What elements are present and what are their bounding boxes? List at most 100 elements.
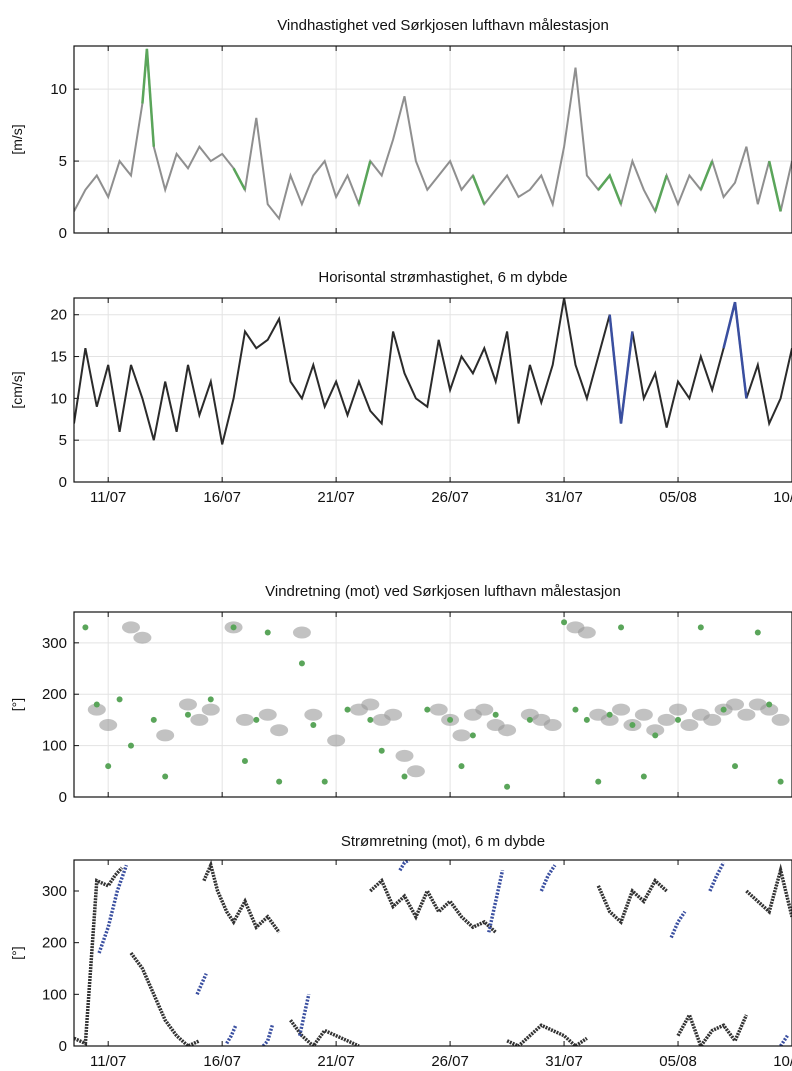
x-tick-label: 10/08 (773, 489, 792, 506)
series-line (74, 866, 124, 1046)
data-point-highlight (640, 773, 647, 780)
series-line (129, 951, 201, 1046)
data-point-highlight (697, 624, 704, 631)
data-point (703, 713, 722, 726)
data-point-highlight (162, 773, 169, 780)
y-tick-label: 100 (42, 738, 67, 755)
series-highlight (357, 160, 372, 205)
plot-frame (73, 45, 792, 234)
data-point (235, 713, 254, 726)
data-point-highlight (504, 783, 511, 790)
data-point-highlight (116, 696, 123, 703)
series-line (289, 1019, 360, 1046)
y-tick-label: 10 (50, 81, 67, 98)
data-point-highlight (82, 624, 89, 631)
series-highlight (261, 1024, 274, 1046)
data-point (771, 713, 790, 726)
data-point (760, 703, 779, 716)
data-point (634, 708, 653, 721)
data-point-highlight (298, 660, 305, 667)
y-tick-label: 200 (42, 686, 67, 703)
series-highlight (608, 314, 634, 424)
series-line (74, 48, 792, 221)
data-point (680, 719, 699, 732)
data-point-highlight (652, 732, 659, 739)
series-highlight (669, 910, 687, 939)
x-tick-label: 16/07 (203, 1053, 241, 1070)
data-point (87, 703, 106, 716)
plot-frame (73, 859, 792, 1047)
x-tick-label: 16/07 (203, 489, 241, 506)
data-point (600, 713, 619, 726)
data-point-highlight (766, 701, 773, 708)
chart-title: Horisontal strømhastighet, 6 m dybde (318, 269, 567, 286)
y-tick-label: 100 (42, 986, 67, 1003)
chart-title: Vindretning (mot) ved Sørkjosen lufthavn… (265, 583, 621, 600)
y-tick-label: 10 (50, 390, 67, 407)
data-point (99, 719, 118, 732)
data-point-highlight (276, 778, 283, 785)
series-highlight (398, 860, 410, 872)
plot-area (74, 48, 792, 221)
data-point-highlight (561, 619, 568, 626)
data-point-highlight (606, 711, 613, 718)
data-point (543, 719, 562, 732)
series-highlight (297, 993, 311, 1037)
data-point-highlight (447, 716, 454, 723)
y-axis-label: [cm/s] (9, 371, 25, 408)
data-point-highlight (583, 716, 590, 723)
y-tick-label: 15 (50, 349, 67, 366)
plot-frame (73, 611, 792, 798)
data-point-highlight (264, 629, 271, 636)
y-axis-label: [°] (9, 698, 25, 711)
data-point-highlight (105, 763, 112, 770)
series-highlight (767, 160, 782, 212)
x-tick-label: 11/07 (90, 489, 126, 506)
data-point-highlight (93, 701, 100, 708)
series-line (369, 877, 497, 934)
data-point (384, 708, 403, 721)
x-tick-label: 05/08 (659, 1053, 697, 1070)
data-point (498, 724, 517, 737)
series-highlight (97, 864, 129, 954)
y-axis-label: [m/s] (9, 124, 25, 154)
data-point (737, 708, 756, 721)
data-point (429, 703, 448, 716)
chart-panel-2: Horisontal strømhastighet, 6 m dybde [cm/… (9, 269, 792, 506)
y-tick-label: 0 (59, 474, 67, 491)
data-point (201, 703, 220, 716)
data-point-highlight (469, 732, 476, 739)
data-point-highlight (378, 747, 385, 754)
chart-panel-3: Vindretning (mot) ved Sørkjosen lufthavn… (9, 583, 792, 806)
data-point-highlight (184, 711, 191, 718)
series-line (745, 863, 792, 918)
data-point (258, 708, 277, 721)
data-point-highlight (401, 773, 408, 780)
y-tick-label: 0 (59, 789, 67, 806)
data-point (612, 703, 631, 716)
data-point (121, 621, 140, 634)
series-highlight (141, 48, 156, 147)
data-point (669, 703, 688, 716)
x-tick-label: 26/07 (431, 489, 469, 506)
data-point-highlight (732, 763, 739, 770)
data-point-highlight (675, 716, 682, 723)
series-highlight (654, 175, 668, 212)
data-point-highlight (572, 706, 579, 713)
data-point (327, 734, 346, 747)
y-tick-label: 0 (59, 225, 67, 242)
series-line (506, 1023, 588, 1046)
data-point-highlight (458, 763, 465, 770)
x-tick-label: 05/08 (659, 489, 697, 506)
chart-panel-1: Vindhastighet ved Sørkjosen lufthavn mål… (9, 17, 792, 242)
data-point-highlight (492, 711, 499, 718)
data-point-highlight (629, 722, 636, 729)
y-tick-label: 300 (42, 883, 67, 900)
x-tick-label: 31/07 (545, 1053, 583, 1070)
chart-title: Vindhastighet ved Sørkjosen lufthavn mål… (277, 17, 609, 34)
data-point-highlight (618, 624, 625, 631)
x-tick-label: 11/07 (90, 1053, 126, 1070)
chart-panel-4: Strømretning (mot), 6 m dybde [°] 0 100 200 3… (9, 833, 792, 1070)
series-line (676, 1010, 749, 1046)
